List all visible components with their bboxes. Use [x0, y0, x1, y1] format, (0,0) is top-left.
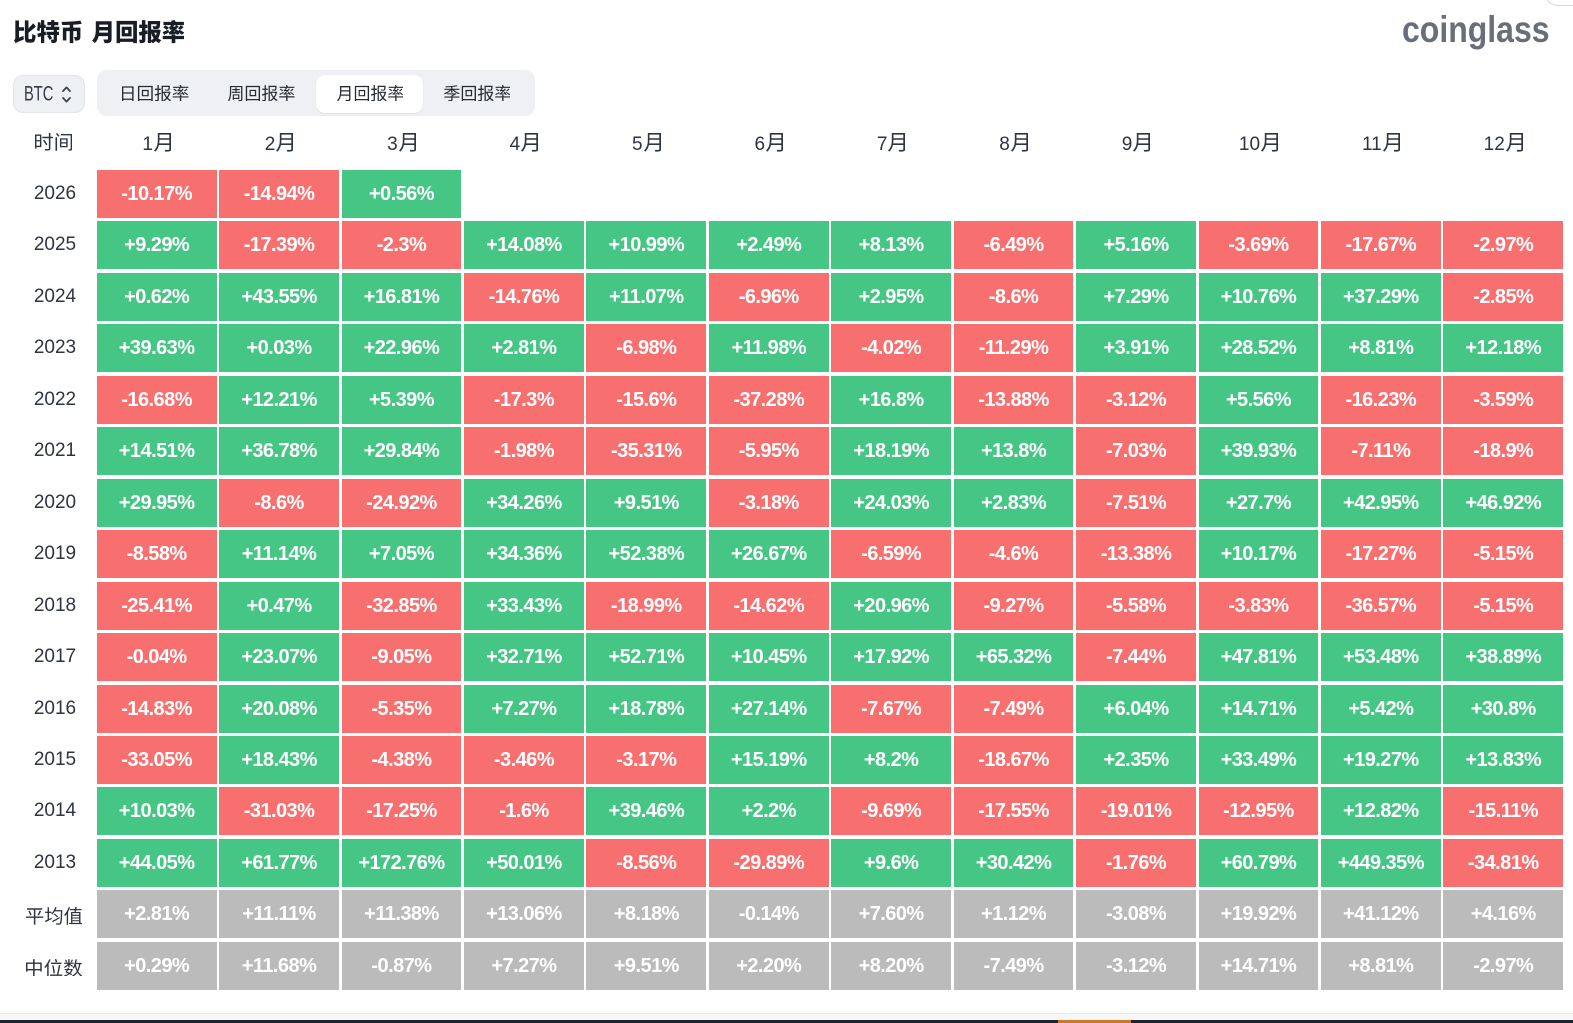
svg-text:BTC: BTC [24, 82, 53, 105]
svg-text:coinglass: coinglass [1402, 10, 1550, 51]
